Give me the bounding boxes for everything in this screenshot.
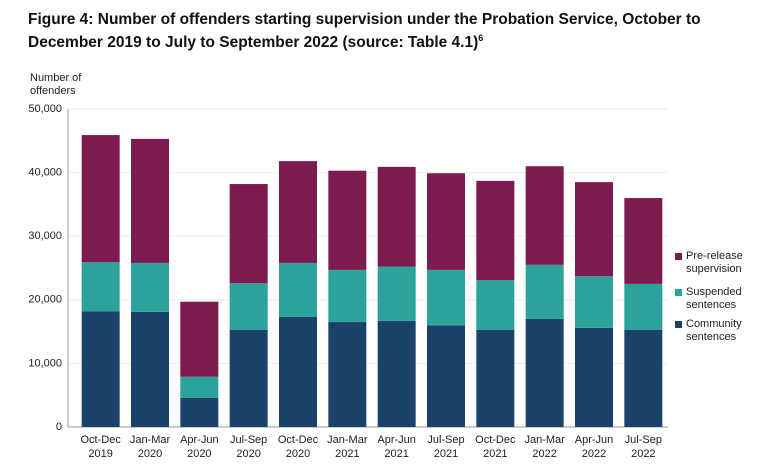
bar-segment xyxy=(476,329,515,427)
legend-entry: Suspended sentences xyxy=(675,286,766,312)
bar-segment xyxy=(229,329,268,427)
chart-title: Figure 4: Number of offenders starting s… xyxy=(28,10,748,52)
bar-segment xyxy=(328,170,367,270)
bar-segment xyxy=(575,182,613,277)
legend-swatch xyxy=(675,289,682,296)
bar-segment xyxy=(279,262,317,317)
x-tick-label: Apr-Jun 2020 xyxy=(180,434,219,460)
bar-segment xyxy=(624,198,663,284)
x-tick-label: Apr-Jun 2022 xyxy=(574,434,614,460)
y-tick-label: 0 xyxy=(56,421,62,433)
x-tick-label: Jul-Sep 2022 xyxy=(624,434,662,460)
y-tick-label: 10,000 xyxy=(28,357,62,369)
x-tick-label: Jan-Mar 2021 xyxy=(327,434,368,460)
x-tick-label: Jan-Mar 2022 xyxy=(524,434,565,460)
bar-segment xyxy=(229,184,268,284)
bar-segment xyxy=(279,316,317,427)
legend-swatch xyxy=(675,253,682,260)
bar-segment xyxy=(575,327,613,427)
title-note: 6 xyxy=(478,33,484,43)
bar-segment xyxy=(81,262,120,312)
x-tick-label: Oct-Dec 2021 xyxy=(475,434,516,460)
y-tick-label: 30,000 xyxy=(28,230,62,242)
legend-label: Pre-release supervision xyxy=(686,250,743,275)
legend-label: Suspended sentences xyxy=(686,286,742,311)
x-tick-label: Oct-Dec 2019 xyxy=(80,434,121,460)
bar-segment xyxy=(377,166,416,267)
bar-segment xyxy=(575,276,613,328)
bar-segment xyxy=(328,269,367,323)
y-tick-label: 50,000 xyxy=(28,103,62,115)
bar-segment xyxy=(377,320,416,427)
x-tick-label: Oct-Dec 2020 xyxy=(277,434,319,460)
x-tick-label: Jul-Sep 2020 xyxy=(230,434,268,460)
bar-segment xyxy=(131,138,169,263)
x-tick-label: Jan-Mar 2020 xyxy=(129,434,171,460)
x-tick-label: Apr-Jun 2021 xyxy=(377,434,416,460)
x-tick-label: Jul-Sep 2021 xyxy=(427,434,465,460)
bar-segment xyxy=(81,135,120,263)
bar-segment xyxy=(180,301,219,377)
bar-segment xyxy=(131,311,169,427)
y-tick-label: 20,000 xyxy=(28,294,62,306)
bar-segment xyxy=(131,262,169,312)
bar-segment xyxy=(427,269,465,326)
legend-label: Community sentences xyxy=(686,318,742,343)
bar-segment xyxy=(377,266,416,321)
legend-entry: Community sentences xyxy=(675,318,766,344)
bar-segment xyxy=(180,376,219,398)
bar-segment xyxy=(81,311,120,427)
bar-segment xyxy=(525,264,564,319)
bar-segment xyxy=(476,280,515,330)
bar-segment xyxy=(229,283,268,330)
bar-segment xyxy=(427,325,465,427)
bar-segment xyxy=(476,180,515,281)
y-tick-label: 40,000 xyxy=(28,167,62,179)
bar-segment xyxy=(180,397,219,427)
bar-segment xyxy=(624,283,663,330)
legend-swatch xyxy=(675,321,682,328)
bar-segment xyxy=(624,329,663,427)
y-axis-label: Number of offenders xyxy=(30,72,82,97)
bar-segment xyxy=(328,322,367,427)
bar-segment xyxy=(279,161,317,263)
legend-entry: Pre-release supervision xyxy=(675,250,766,276)
bar-segment xyxy=(427,173,465,270)
bar-segment xyxy=(525,166,564,265)
title-text: Figure 4: Number of offenders starting s… xyxy=(28,11,701,52)
bar-segment xyxy=(525,318,564,427)
